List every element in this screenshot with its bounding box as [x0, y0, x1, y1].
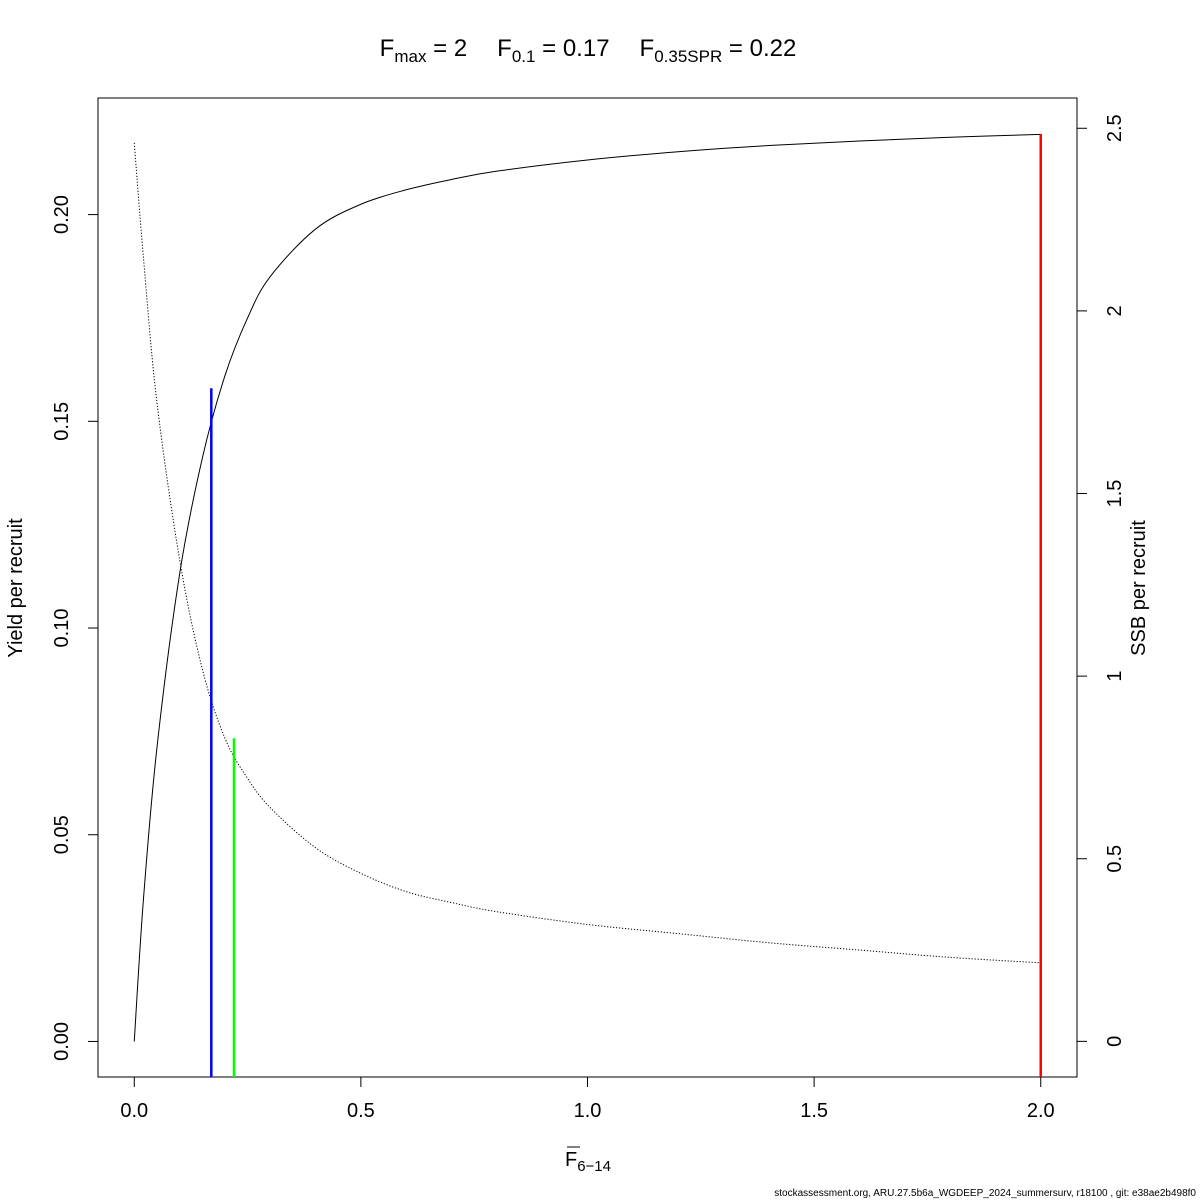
footer-credit: stockassessment.org, ARU.27.5b6a_WGDEEP_…	[774, 1188, 1196, 1199]
title-subscript: 0.1	[512, 47, 536, 66]
series-group	[133, 133, 1041, 1042]
plot-frame	[97, 97, 1078, 1078]
ssb-per-recruit-line	[133, 142, 1041, 964]
y-axis-left: 0.00 0.05 0.10 0.15 0.20	[51, 195, 99, 1061]
y-left-tick-label: 0.10	[51, 609, 73, 648]
x-tick-label: 1.5	[800, 1100, 828, 1122]
x-title-symbol: F	[565, 1149, 577, 1171]
y-right-tick-label: 1.5	[1104, 480, 1126, 508]
y-right-tick-label: 1	[1104, 671, 1126, 682]
y-axis-right-title: SSB per recruit	[1128, 520, 1150, 656]
chart-title: Fmax = 2 F0.1 = 0.17 F0.35SPR = 0.22	[380, 35, 797, 66]
x-tick-label: 0.5	[347, 1100, 375, 1122]
title-value: = 0.17	[535, 35, 609, 62]
y-right-tick-label: 0	[1104, 1036, 1126, 1047]
x-tick-label: 2.0	[1027, 1100, 1055, 1122]
y-left-tick-label: 0.15	[51, 402, 73, 441]
title-symbol: F	[380, 35, 395, 62]
y-left-tick-label: 0.00	[51, 1022, 73, 1061]
svg-text:F6−14: F6−14	[565, 1149, 611, 1175]
y-right-tick-label: 2.5	[1104, 114, 1126, 142]
title-subscript: 0.35SPR	[654, 47, 722, 66]
y-axis-right: 0 0.5 1 1.5 2 2.5	[1076, 114, 1126, 1047]
title-symbol: F	[497, 35, 512, 62]
y-left-tick-label: 0.05	[51, 815, 73, 854]
x-title-subscript: 6−14	[577, 1158, 611, 1175]
y-axis-left-title: Yield per recruit	[5, 518, 27, 658]
x-tick-label: 1.0	[574, 1100, 602, 1122]
y-left-tick-label: 0.20	[51, 195, 73, 234]
title-value: = 0.22	[722, 35, 796, 62]
title-symbol: F	[640, 35, 655, 62]
reference-lines	[210, 133, 1042, 1077]
x-axis: 0.0 0.5 1.0 1.5 2.0	[120, 1076, 1055, 1122]
x-tick-label: 0.0	[120, 1100, 148, 1122]
x-axis-title: F6−14	[565, 1146, 611, 1175]
title-subscript: max	[394, 47, 427, 66]
title-value: = 2	[426, 35, 467, 62]
yield-per-recruit-line	[133, 133, 1041, 1042]
y-right-tick-label: 2	[1104, 305, 1126, 316]
y-right-tick-label: 0.5	[1104, 845, 1126, 873]
